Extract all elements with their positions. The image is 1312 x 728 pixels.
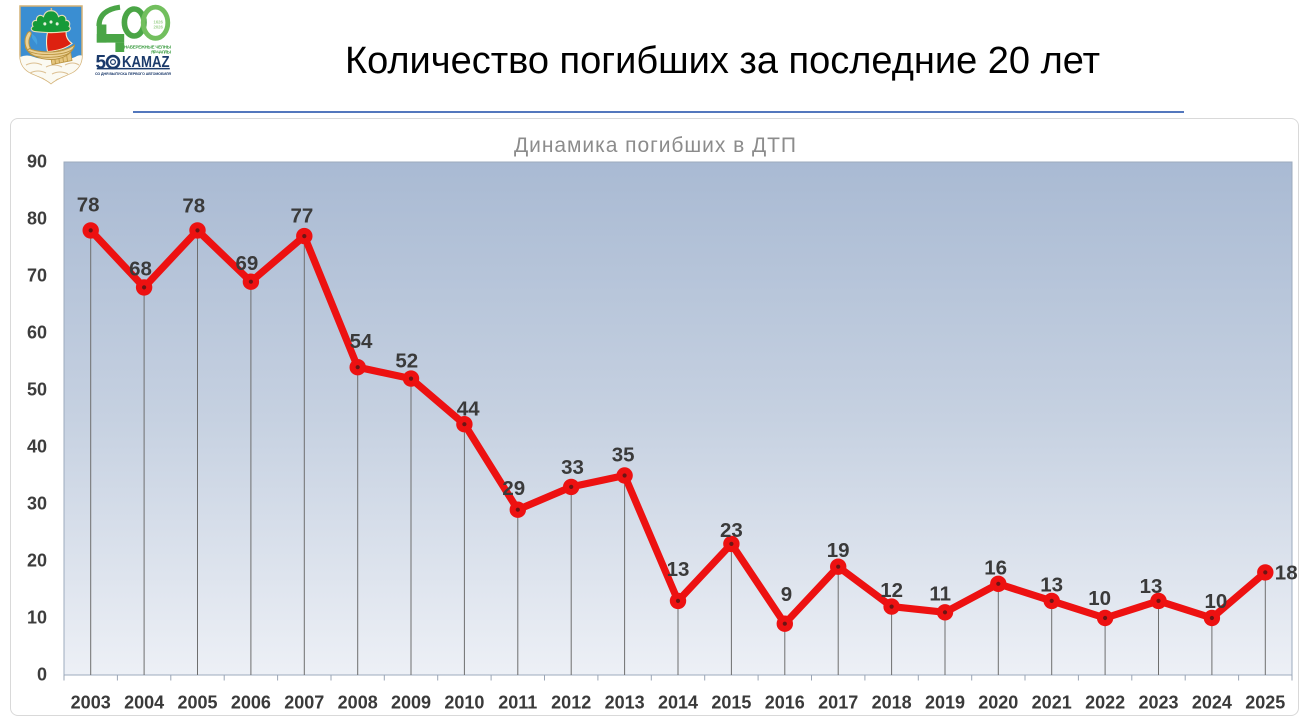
svg-text:20: 20	[27, 551, 47, 571]
svg-text:2003: 2003	[71, 693, 111, 713]
svg-text:KAMAZ: KAMAZ	[122, 54, 170, 71]
svg-text:50: 50	[27, 380, 47, 400]
svg-text:2009: 2009	[391, 693, 431, 713]
svg-text:40: 40	[27, 437, 47, 457]
svg-text:68: 68	[129, 258, 152, 281]
svg-text:10: 10	[1088, 587, 1111, 610]
svg-text:2007: 2007	[284, 693, 324, 713]
svg-text:33: 33	[561, 456, 584, 479]
svg-text:2021: 2021	[1032, 693, 1072, 713]
svg-text:52: 52	[395, 349, 418, 372]
svg-text:2011: 2011	[498, 693, 537, 713]
svg-text:НАБЕРЕЖНЫЕ ЧЕЛНЫ: НАБЕРЕЖНЫЕ ЧЕЛНЫ	[124, 44, 171, 49]
svg-text:29: 29	[502, 477, 525, 500]
svg-text:11: 11	[929, 583, 951, 606]
svg-text:13: 13	[1140, 575, 1163, 598]
svg-text:30: 30	[27, 494, 47, 514]
svg-text:1626: 1626	[154, 20, 164, 25]
svg-text:77: 77	[290, 204, 313, 227]
svg-text:2012: 2012	[551, 693, 591, 713]
svg-text:2008: 2008	[338, 693, 378, 713]
svg-text:2017: 2017	[818, 693, 858, 713]
svg-text:78: 78	[77, 194, 100, 217]
svg-text:2023: 2023	[1138, 693, 1178, 713]
svg-text:18: 18	[1275, 562, 1298, 585]
svg-text:Динамика погибших в ДТП: Динамика погибших в ДТП	[514, 134, 796, 157]
svg-text:2022: 2022	[1085, 693, 1125, 713]
svg-text:23: 23	[720, 519, 743, 542]
svg-text:2020: 2020	[978, 693, 1018, 713]
svg-text:2013: 2013	[605, 693, 645, 713]
svg-text:44: 44	[457, 397, 480, 420]
svg-text:2024: 2024	[1192, 693, 1232, 713]
svg-text:5: 5	[96, 53, 107, 74]
svg-text:ЯР-ЧАЛЛЫ: ЯР-ЧАЛЛЫ	[151, 50, 171, 55]
svg-text:54: 54	[350, 330, 373, 353]
svg-text:2018: 2018	[872, 693, 912, 713]
svg-text:2026: 2026	[154, 25, 164, 30]
svg-text:2010: 2010	[444, 693, 484, 713]
svg-text:90: 90	[27, 152, 47, 172]
svg-text:13: 13	[667, 558, 690, 581]
svg-text:60: 60	[27, 323, 47, 343]
svg-text:10: 10	[1204, 590, 1227, 613]
svg-text:16: 16	[984, 557, 1007, 580]
svg-text:9: 9	[781, 583, 792, 606]
svg-text:70: 70	[27, 266, 47, 286]
svg-text:35: 35	[612, 443, 635, 466]
svg-text:2005: 2005	[177, 693, 217, 713]
svg-text:13: 13	[1040, 574, 1063, 597]
svg-text:2006: 2006	[231, 693, 271, 713]
svg-text:80: 80	[27, 209, 47, 229]
svg-text:0: 0	[37, 665, 47, 685]
svg-text:19: 19	[827, 539, 850, 562]
svg-text:69: 69	[235, 252, 258, 275]
svg-text:2025: 2025	[1245, 693, 1285, 713]
svg-text:СО ДНЯ ВЫПУСКА ПЕРВОГО АВТОМОБ: СО ДНЯ ВЫПУСКА ПЕРВОГО АВТОМОБИЛЯ	[95, 72, 171, 76]
svg-text:78: 78	[182, 195, 205, 218]
svg-text:2014: 2014	[658, 693, 698, 713]
svg-text:2019: 2019	[925, 693, 965, 713]
svg-text:12: 12	[880, 579, 903, 602]
svg-text:10: 10	[27, 608, 47, 628]
svg-text:2016: 2016	[765, 693, 805, 713]
svg-text:2004: 2004	[124, 693, 164, 713]
svg-text:2015: 2015	[711, 693, 751, 713]
